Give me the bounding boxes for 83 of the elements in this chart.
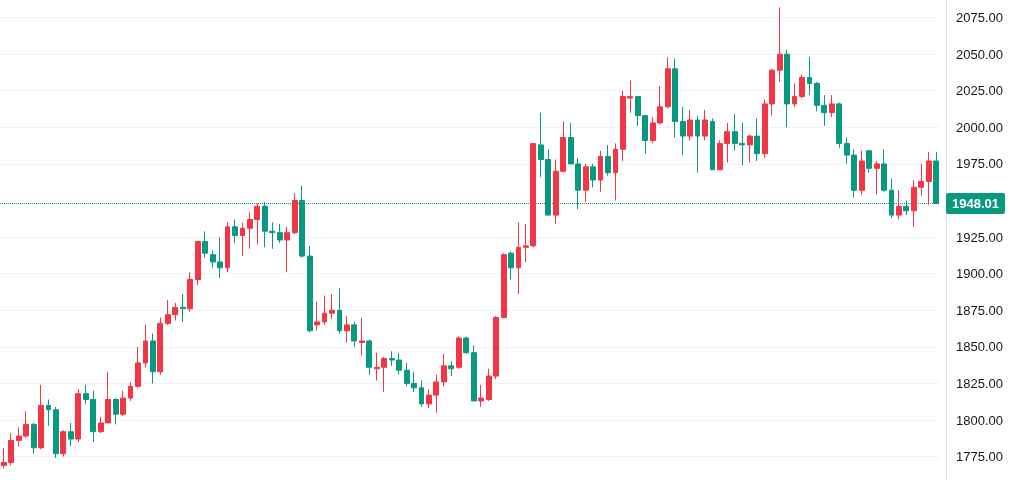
y-tick-label: 2050.00 — [956, 46, 1003, 62]
y-tick-label: 2000.00 — [956, 119, 1003, 135]
candlestick — [322, 295, 327, 326]
candlestick — [75, 388, 81, 443]
y-tick-label: 1925.00 — [956, 229, 1003, 245]
candlestick — [202, 230, 208, 259]
candlestick — [150, 333, 156, 384]
y-tick-label: 2075.00 — [956, 10, 1003, 26]
candlestick — [807, 56, 812, 96]
candlestick — [128, 381, 133, 402]
candlestick — [307, 245, 313, 333]
candlestick — [463, 336, 469, 355]
candlestick — [419, 379, 424, 408]
candlestick — [38, 384, 44, 450]
candlestick — [292, 192, 298, 235]
candlestick — [359, 317, 365, 357]
candlestick — [448, 360, 454, 377]
candlestick — [157, 317, 163, 376]
candlestick — [31, 422, 37, 455]
candlestick — [613, 142, 618, 201]
candlestick — [351, 321, 357, 348]
candlestick — [60, 429, 66, 458]
candlestick — [687, 109, 693, 141]
candlestick — [284, 226, 290, 273]
candlestick — [366, 339, 372, 376]
candlestick — [896, 189, 902, 221]
ref-line-label: 1948.01 — [952, 195, 999, 211]
candlestick — [754, 118, 760, 162]
y-tick-label: 1900.00 — [956, 266, 1003, 282]
candlestick — [598, 150, 603, 193]
y-tick-label: 1825.00 — [956, 375, 1003, 391]
candlestick — [784, 49, 790, 128]
candlestick — [516, 221, 521, 295]
y-tick-label: 1800.00 — [956, 412, 1003, 428]
candlestick — [508, 251, 514, 281]
candlestick — [777, 6, 783, 83]
candlestick — [747, 134, 753, 163]
candlestick — [232, 219, 238, 244]
candlestick — [702, 109, 708, 141]
candlestick — [881, 148, 887, 193]
candlestick — [329, 293, 335, 320]
candlestick — [710, 118, 715, 171]
candlestick — [501, 252, 507, 319]
candlestick — [590, 163, 596, 188]
candlestick — [46, 399, 51, 427]
candlestick — [665, 56, 671, 109]
candlestick — [113, 397, 119, 425]
candlestick — [672, 58, 678, 139]
candlestick — [583, 163, 589, 203]
candlestick — [187, 271, 193, 313]
candlestick — [120, 390, 126, 417]
y-tick-label: 1875.00 — [956, 302, 1003, 318]
candlestick — [829, 94, 835, 118]
candlestick — [441, 353, 447, 387]
candlestick — [456, 336, 462, 370]
candlestick — [478, 384, 484, 408]
candlestick — [135, 346, 141, 389]
candlestick — [337, 287, 342, 335]
candlestick — [799, 74, 805, 99]
candlestick — [225, 221, 230, 273]
candlestick — [874, 160, 880, 196]
candlestick — [240, 221, 245, 257]
candlestick — [277, 223, 283, 244]
candlestick — [695, 115, 700, 174]
candlestick — [53, 406, 59, 459]
candlestick — [792, 82, 797, 108]
candlestick — [68, 422, 74, 447]
y-tick-label: 1775.00 — [956, 449, 1003, 465]
y-tick-label: 1850.00 — [956, 339, 1003, 355]
candlestick — [866, 150, 872, 174]
candlestick — [605, 144, 611, 177]
y-tick-label: 2025.00 — [956, 83, 1003, 99]
candlestick — [926, 151, 932, 206]
candlestick — [143, 324, 148, 368]
candlestick — [180, 293, 186, 323]
candlestick — [680, 106, 686, 156]
candlestick — [344, 315, 350, 343]
candlestick — [471, 344, 477, 402]
candlestick — [836, 101, 842, 149]
y-tick-label: 1975.00 — [956, 156, 1003, 172]
candlestick — [195, 240, 201, 286]
candlestick — [314, 300, 320, 332]
candlestick — [859, 150, 865, 196]
